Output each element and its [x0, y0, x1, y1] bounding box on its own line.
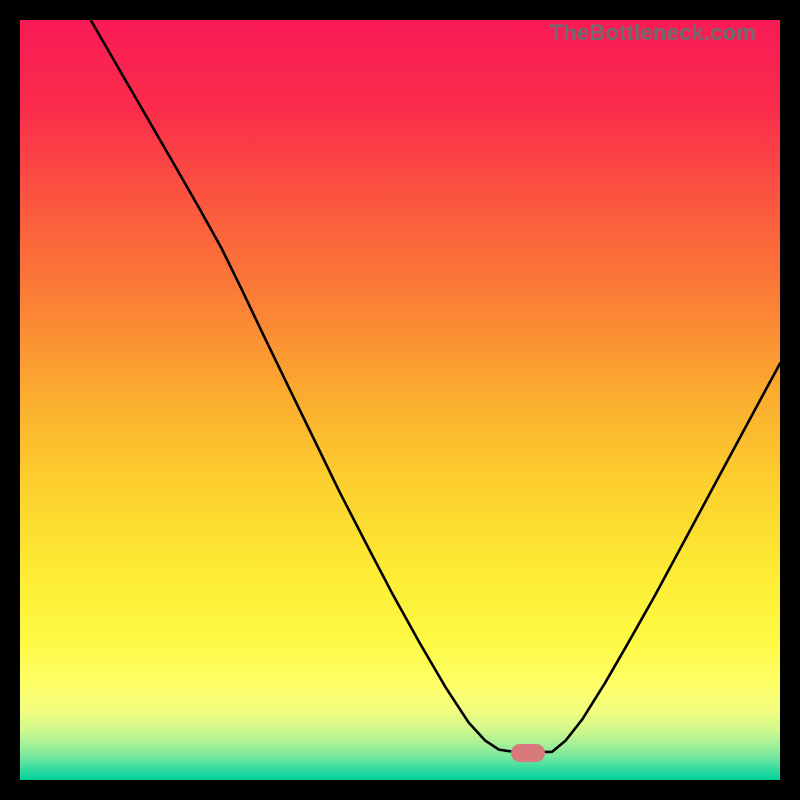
frame-border-left — [0, 0, 20, 800]
chart-frame: TheBottleneck.com — [0, 0, 800, 800]
frame-border-bottom — [0, 780, 800, 800]
watermark-text: TheBottleneck.com — [550, 20, 756, 46]
frame-border-top — [0, 0, 800, 20]
chart-svg — [20, 20, 780, 780]
gradient-backdrop — [20, 20, 780, 780]
frame-border-right — [780, 0, 800, 800]
plot-area: TheBottleneck.com — [20, 20, 780, 780]
optimal-point-marker — [511, 744, 545, 762]
